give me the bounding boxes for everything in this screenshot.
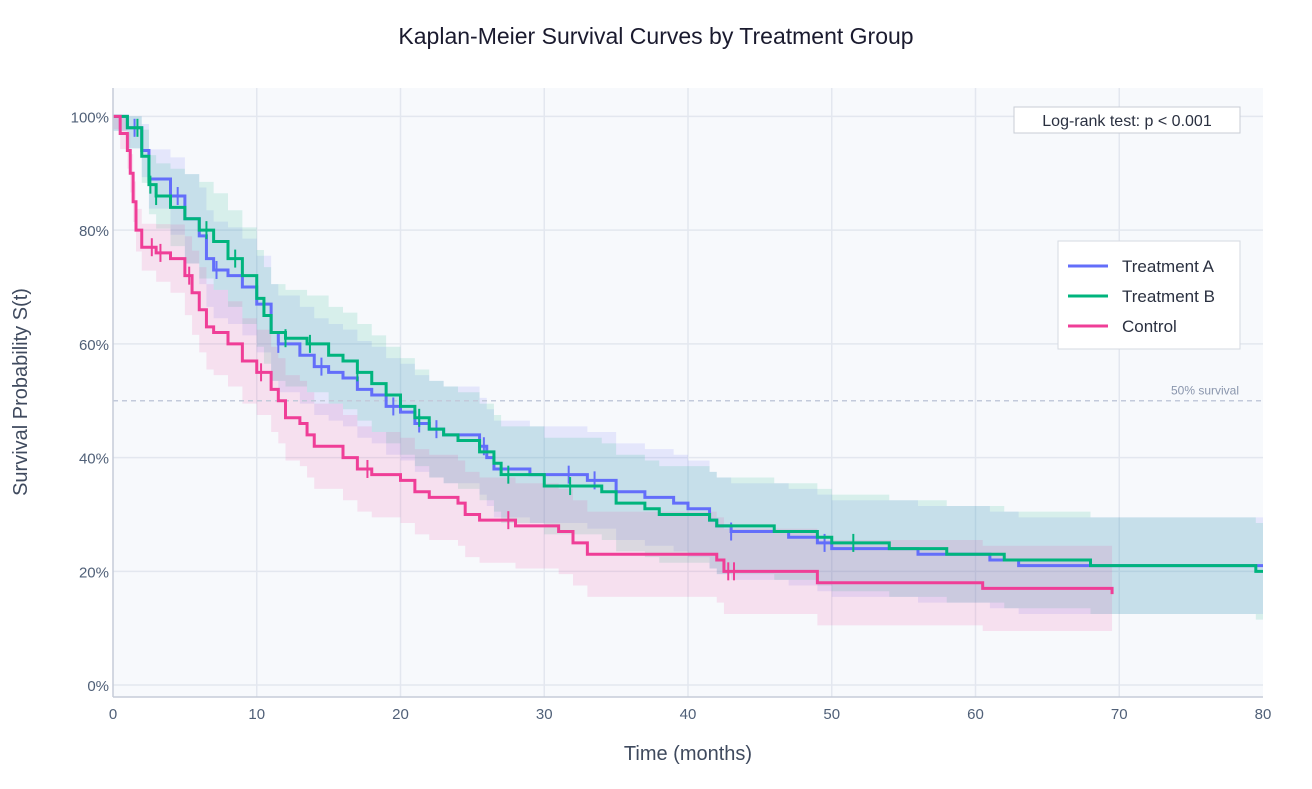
reference-line-label: 50% survival	[1171, 384, 1239, 398]
svg-text:Log-rank test: p < 0.001: Log-rank test: p < 0.001	[1042, 113, 1212, 130]
y-tick-label: 0%	[87, 678, 109, 695]
y-tick-label: 100%	[71, 109, 109, 126]
x-tick-label: 0	[109, 706, 117, 723]
ci-band-control	[113, 116, 1113, 637]
x-tick-label: 80	[1255, 706, 1272, 723]
y-tick-label: 60%	[79, 337, 109, 354]
x-tick-label: 60	[967, 706, 984, 723]
legend-label: Treatment B	[1122, 287, 1215, 306]
x-axis-label: Time (months)	[624, 743, 752, 765]
legend: Treatment A Treatment B Control	[1057, 240, 1241, 350]
y-axis-label: Survival Probability S(t)	[10, 288, 32, 496]
x-tick-label: 30	[536, 706, 553, 723]
legend-label: Control	[1122, 317, 1177, 336]
ci-band-treatment-b	[113, 116, 1263, 620]
y-tick-label: 80%	[79, 223, 109, 240]
x-tick-label: 20	[392, 706, 409, 723]
y-tick-label: 40%	[79, 451, 109, 468]
chart-title: Kaplan-Meier Survival Curves by Treatmen…	[398, 23, 913, 49]
y-tick-label: 20%	[79, 564, 109, 581]
survival-line-control	[113, 114, 1114, 595]
x-tick-label: 10	[248, 706, 265, 723]
x-tick-label: 70	[1111, 706, 1128, 723]
legend-label: Treatment A	[1122, 257, 1215, 276]
x-tick-label: 40	[680, 706, 697, 723]
x-tick-label: 50	[823, 706, 840, 723]
pvalue-annotation: Log-rank test: p < 0.001	[1013, 106, 1241, 134]
